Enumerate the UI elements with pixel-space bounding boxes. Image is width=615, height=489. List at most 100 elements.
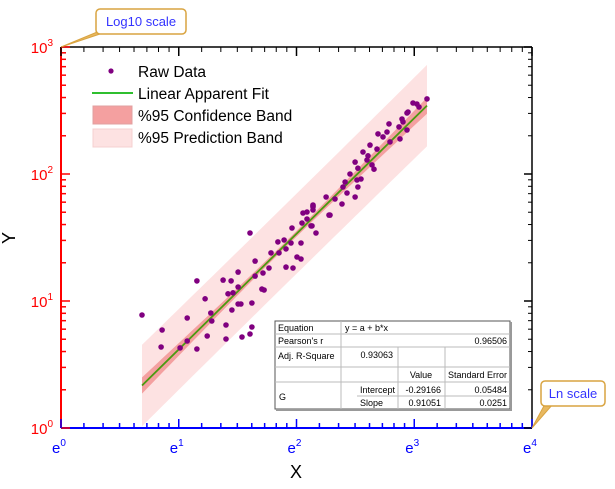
equation-value: y = a + b*x — [345, 323, 389, 333]
data-point — [374, 146, 380, 152]
data-point — [266, 265, 272, 271]
data-point — [386, 121, 392, 127]
y-axis-title: Y — [0, 232, 19, 244]
data-point — [355, 165, 361, 171]
se-header: Standard Error — [448, 370, 507, 380]
data-point — [260, 270, 266, 276]
data-point — [309, 223, 315, 229]
data-point — [139, 312, 145, 318]
legend-conf-swatch — [92, 105, 133, 125]
group-label: G — [279, 392, 286, 402]
slope-value: 0.91051 — [408, 398, 441, 408]
data-point — [365, 153, 371, 159]
data-point — [194, 278, 200, 284]
pearson-value: 0.96506 — [474, 336, 507, 346]
legend-raw-label: Raw Data — [138, 64, 206, 81]
data-point — [239, 334, 245, 340]
data-point — [208, 310, 214, 316]
intercept-label: Intercept — [360, 385, 396, 395]
data-point — [347, 171, 353, 177]
equation-label: Equation — [278, 323, 314, 333]
data-point — [364, 157, 370, 163]
data-point — [304, 209, 310, 215]
data-point — [261, 287, 267, 293]
x-tick-label: e0 — [52, 438, 66, 457]
data-point — [400, 119, 406, 125]
legend-pred-label: %95 Prediction Band — [138, 130, 283, 147]
data-point — [288, 240, 294, 246]
fit-line — [141, 104, 428, 387]
data-point — [268, 250, 274, 256]
adj-r2-label: Adj. R-Square — [278, 351, 335, 361]
value-header: Value — [410, 370, 432, 380]
data-point — [194, 346, 200, 352]
data-point — [228, 278, 234, 284]
data-point — [344, 190, 350, 196]
data-point — [220, 277, 226, 283]
data-point — [177, 345, 183, 351]
data-point — [397, 136, 403, 142]
data-point — [230, 290, 236, 296]
x-tick-label: e2 — [288, 438, 302, 457]
data-point — [416, 104, 422, 110]
pearson-label: Pearson's r — [278, 336, 323, 346]
data-point — [367, 142, 373, 148]
legend-raw-marker — [108, 68, 114, 74]
data-point — [387, 139, 393, 145]
data-point — [249, 300, 255, 306]
data-point — [384, 129, 390, 135]
data-point — [405, 109, 411, 115]
data-point — [159, 327, 165, 333]
data-point — [223, 336, 229, 342]
data-point — [229, 307, 235, 313]
data-point — [424, 96, 430, 102]
y-tick-label: 101 — [31, 292, 54, 311]
data-point — [380, 134, 386, 140]
adj-r2-value: 0.93063 — [360, 350, 393, 360]
x-tick-label: e1 — [170, 438, 184, 457]
data-point — [310, 203, 316, 209]
data-point — [310, 207, 316, 213]
data-point — [371, 166, 377, 172]
data-point — [358, 176, 364, 182]
data-point — [404, 127, 410, 133]
axes-layer: 100 101 102 103 e0 e1 e2 e3 e4 — [31, 38, 538, 457]
data-point — [209, 318, 215, 324]
data-point — [249, 324, 255, 330]
x-axis-title: X — [290, 462, 302, 482]
data-point — [247, 230, 253, 236]
data-point — [275, 239, 281, 245]
data-point — [238, 301, 244, 307]
data-point — [252, 258, 258, 264]
data-point — [360, 149, 366, 155]
data-point — [235, 284, 241, 290]
data-point — [158, 344, 164, 350]
data-point — [375, 131, 381, 137]
data-point — [290, 265, 296, 271]
data-point — [342, 179, 348, 185]
points-layer — [139, 96, 430, 352]
data-point — [235, 269, 241, 275]
callout-ln-text: Ln scale — [549, 386, 597, 401]
slope-se: 0.0251 — [479, 398, 507, 408]
x-tick-label: e3 — [405, 438, 419, 457]
x-tick-label: e4 — [523, 438, 537, 457]
intercept-se: 0.05484 — [474, 385, 507, 395]
callout-log10: Log10 scale — [60, 8, 187, 48]
y-tick-label: 102 — [31, 165, 54, 184]
data-point — [276, 250, 282, 256]
data-point — [352, 159, 358, 165]
data-point — [355, 184, 361, 190]
data-point — [281, 237, 287, 243]
data-point — [204, 333, 210, 339]
data-point — [298, 256, 304, 262]
data-point — [298, 240, 304, 246]
legend-pred-swatch — [92, 128, 133, 148]
stats-table: Equation y = a + b*x Pearson's r 0.96506… — [274, 320, 512, 411]
data-point — [327, 212, 333, 218]
slope-label: Slope — [360, 398, 383, 408]
legend: Raw Data Linear Apparent Fit %95 Confide… — [92, 64, 292, 148]
data-point — [252, 273, 258, 279]
data-point — [283, 246, 289, 252]
